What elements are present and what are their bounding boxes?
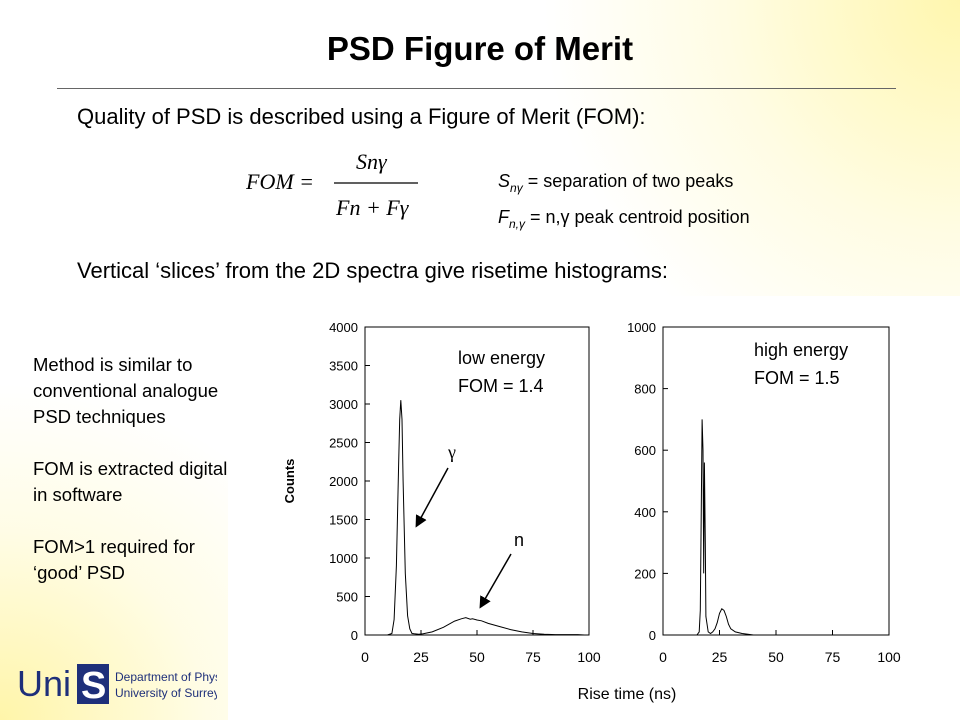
definition-centroid: Fn,γ = n,γ peak centroid position [498,207,750,231]
chart1-y-tick-label: 1500 [329,513,358,528]
chart1-x-tick-label: 100 [577,649,601,665]
chart2-y-tick-label: 400 [634,505,656,520]
chart1-y-tick-label: 2500 [329,436,358,451]
chart1-y-tick-label: 1000 [329,551,358,566]
chart2-y-tick-label: 200 [634,566,656,581]
definition-separation: Snγ = separation of two peaks [498,171,734,195]
risetime-histograms: 0 25 50 75 100050010001500200025003000350040… [282,320,901,703]
logo-s-box [77,664,109,704]
chart1-n-arrow [479,553,512,609]
chart1-series-line [365,400,585,636]
chart2-series-line [663,419,889,636]
logo-mark-s: S [81,665,106,704]
chart1-x-tick-label: 50 [469,649,485,665]
chart2-y-tick-label: 800 [634,382,656,397]
x-axis-label: Rise time (ns) [578,686,677,703]
chart2-annotation-fom: FOM = 1.5 [754,368,840,388]
chart1-y-tick-label: 500 [336,590,358,605]
chart1-annotation-n: n [514,530,524,550]
logo-mark-uni: Uni [17,664,71,704]
chart1-x-tick-label: 25 [413,649,429,665]
chart1-gamma-arrow [415,467,449,528]
chart2-x-tick-label: 25 [712,649,728,665]
logo-univ: University of Surrey [115,686,217,700]
chart2-x-tick-label: 50 [768,649,784,665]
definitions: Snγ = separation of two peaks Fn,γ = n,γ… [498,167,750,239]
side-note-digital: FOM is extracted digitally in software [33,458,241,505]
chart2-x-tick-label: 0 [659,649,667,665]
chart1-annotation-fom: FOM = 1.4 [458,376,544,396]
fom-formula: FOM = Snγ Fn + Fγ [246,149,418,220]
chart2-y-tick-label: 1000 [627,320,656,335]
plot-panel: 0 25 50 75 100 0 500 1000 1500 2000 2500 3000 3500 40… [228,296,960,720]
chart2-y-tick-label: 600 [634,443,656,458]
chart1-y-tick-label: 4000 [329,320,358,335]
unis-logo: Uni S Department of Physics University o… [17,664,217,704]
logo-dept: Department of Physics [115,670,217,684]
chart1-x-tick-label: 0 [361,649,369,665]
slide-title: PSD Figure of Merit [326,30,634,67]
chart1-y-tick-label: 3500 [329,359,358,374]
formula-denominator: Fn + Fγ [335,195,410,220]
chart2-annotation-energy: high energy [754,340,848,360]
chart1-annotation-energy: low energy [458,348,545,368]
intro-text: Quality of PSD is described using a Figu… [77,104,646,129]
formula-numerator: Snγ [356,149,388,174]
chart1-y-tick-label: 0 [351,628,358,643]
chart2-y-tick-label: 0 [649,628,656,643]
chart2-x-tick-label: 100 [877,649,901,665]
chart1-y-tick-label: 2000 [329,474,358,489]
chart1-x-tick-label: 75 [525,649,541,665]
side-notes: Method is similar to conventional analog… [33,352,248,612]
side-note-requirement: FOM>1 required for ‘good’ PSD [33,536,195,583]
chart2-x-tick-label: 75 [825,649,841,665]
chart1-annotation-gamma: γ [447,442,456,462]
chart1-y-tick-label: 3000 [329,397,358,412]
slices-text: Vertical ‘slices’ from the 2D spectra gi… [77,258,668,283]
title-divider [57,88,896,89]
chart1-y-axis-label: Counts [282,459,297,504]
side-note-method: Method is similar to conventional analog… [33,354,219,427]
formula-lhs: FOM = [246,169,314,194]
